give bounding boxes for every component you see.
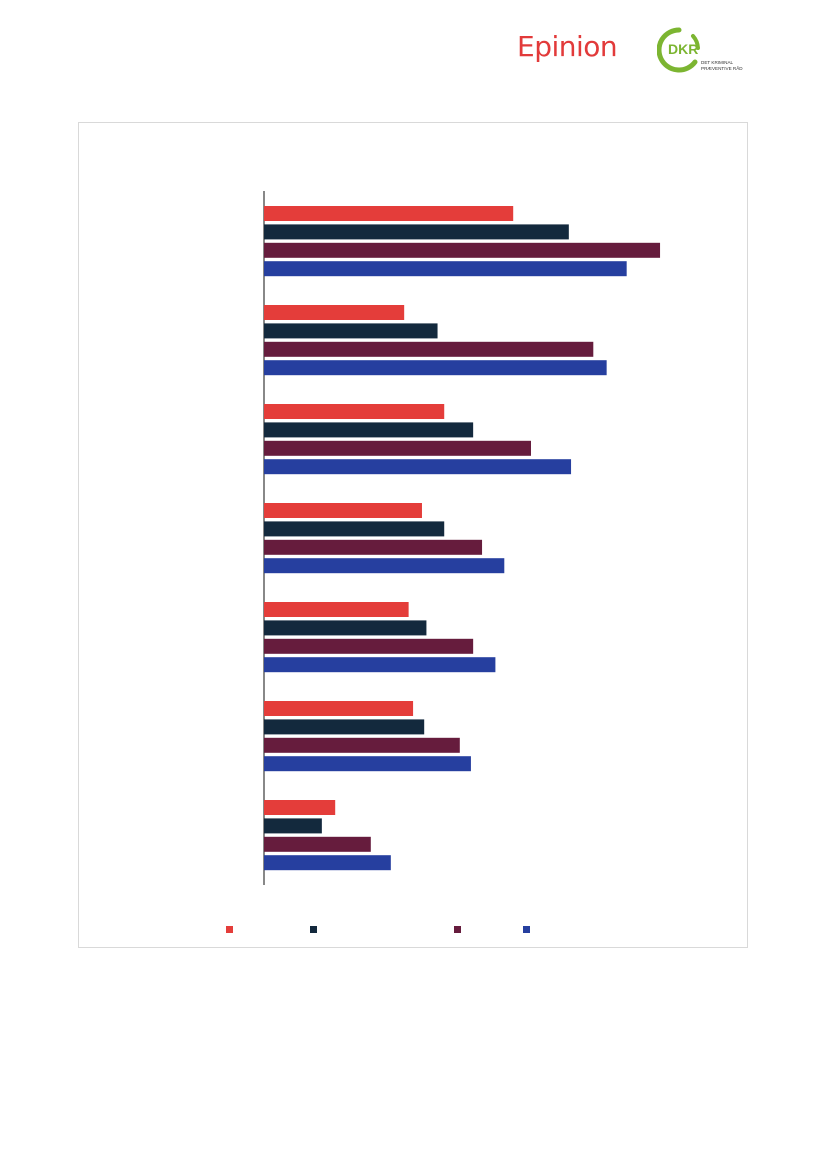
header-logos: Epinion DKR DET KRIMINAL PRÆVENTIVE RÅD — [517, 24, 747, 76]
legend-swatch — [226, 926, 233, 933]
legend-swatch — [523, 926, 530, 933]
epinion-logo: Epinion — [517, 30, 618, 63]
svg-text:DET KRIMINAL: DET KRIMINAL — [701, 60, 734, 65]
bar — [264, 657, 496, 673]
svg-text:DKR: DKR — [668, 41, 698, 57]
dkr-logo: DKR DET KRIMINAL PRÆVENTIVE RÅD — [657, 27, 743, 73]
chart-panel — [78, 122, 748, 948]
bar — [264, 521, 445, 537]
bar — [264, 242, 661, 258]
bar — [264, 261, 627, 277]
bar — [264, 800, 336, 815]
bar — [264, 206, 514, 221]
bar — [264, 558, 505, 574]
bar — [264, 638, 474, 654]
bar — [264, 855, 391, 871]
bar — [264, 539, 483, 555]
svg-text:PRÆVENTIVE RÅD: PRÆVENTIVE RÅD — [701, 65, 743, 71]
bar — [264, 459, 572, 475]
bar — [264, 404, 445, 419]
bar — [264, 701, 414, 716]
bar — [264, 440, 531, 456]
bar — [264, 836, 371, 852]
bar — [264, 360, 607, 376]
bar — [264, 224, 569, 240]
bar — [264, 602, 409, 617]
bar — [264, 323, 438, 339]
bar — [264, 737, 460, 753]
bar — [264, 719, 425, 735]
bar — [264, 620, 427, 636]
bar-chart — [226, 191, 661, 933]
bar — [264, 422, 474, 438]
bar — [264, 756, 471, 772]
bar — [264, 341, 594, 357]
bar — [264, 503, 422, 518]
legend-swatch — [310, 926, 317, 933]
bar — [264, 818, 322, 834]
bar — [264, 305, 405, 320]
legend-swatch — [454, 926, 461, 933]
